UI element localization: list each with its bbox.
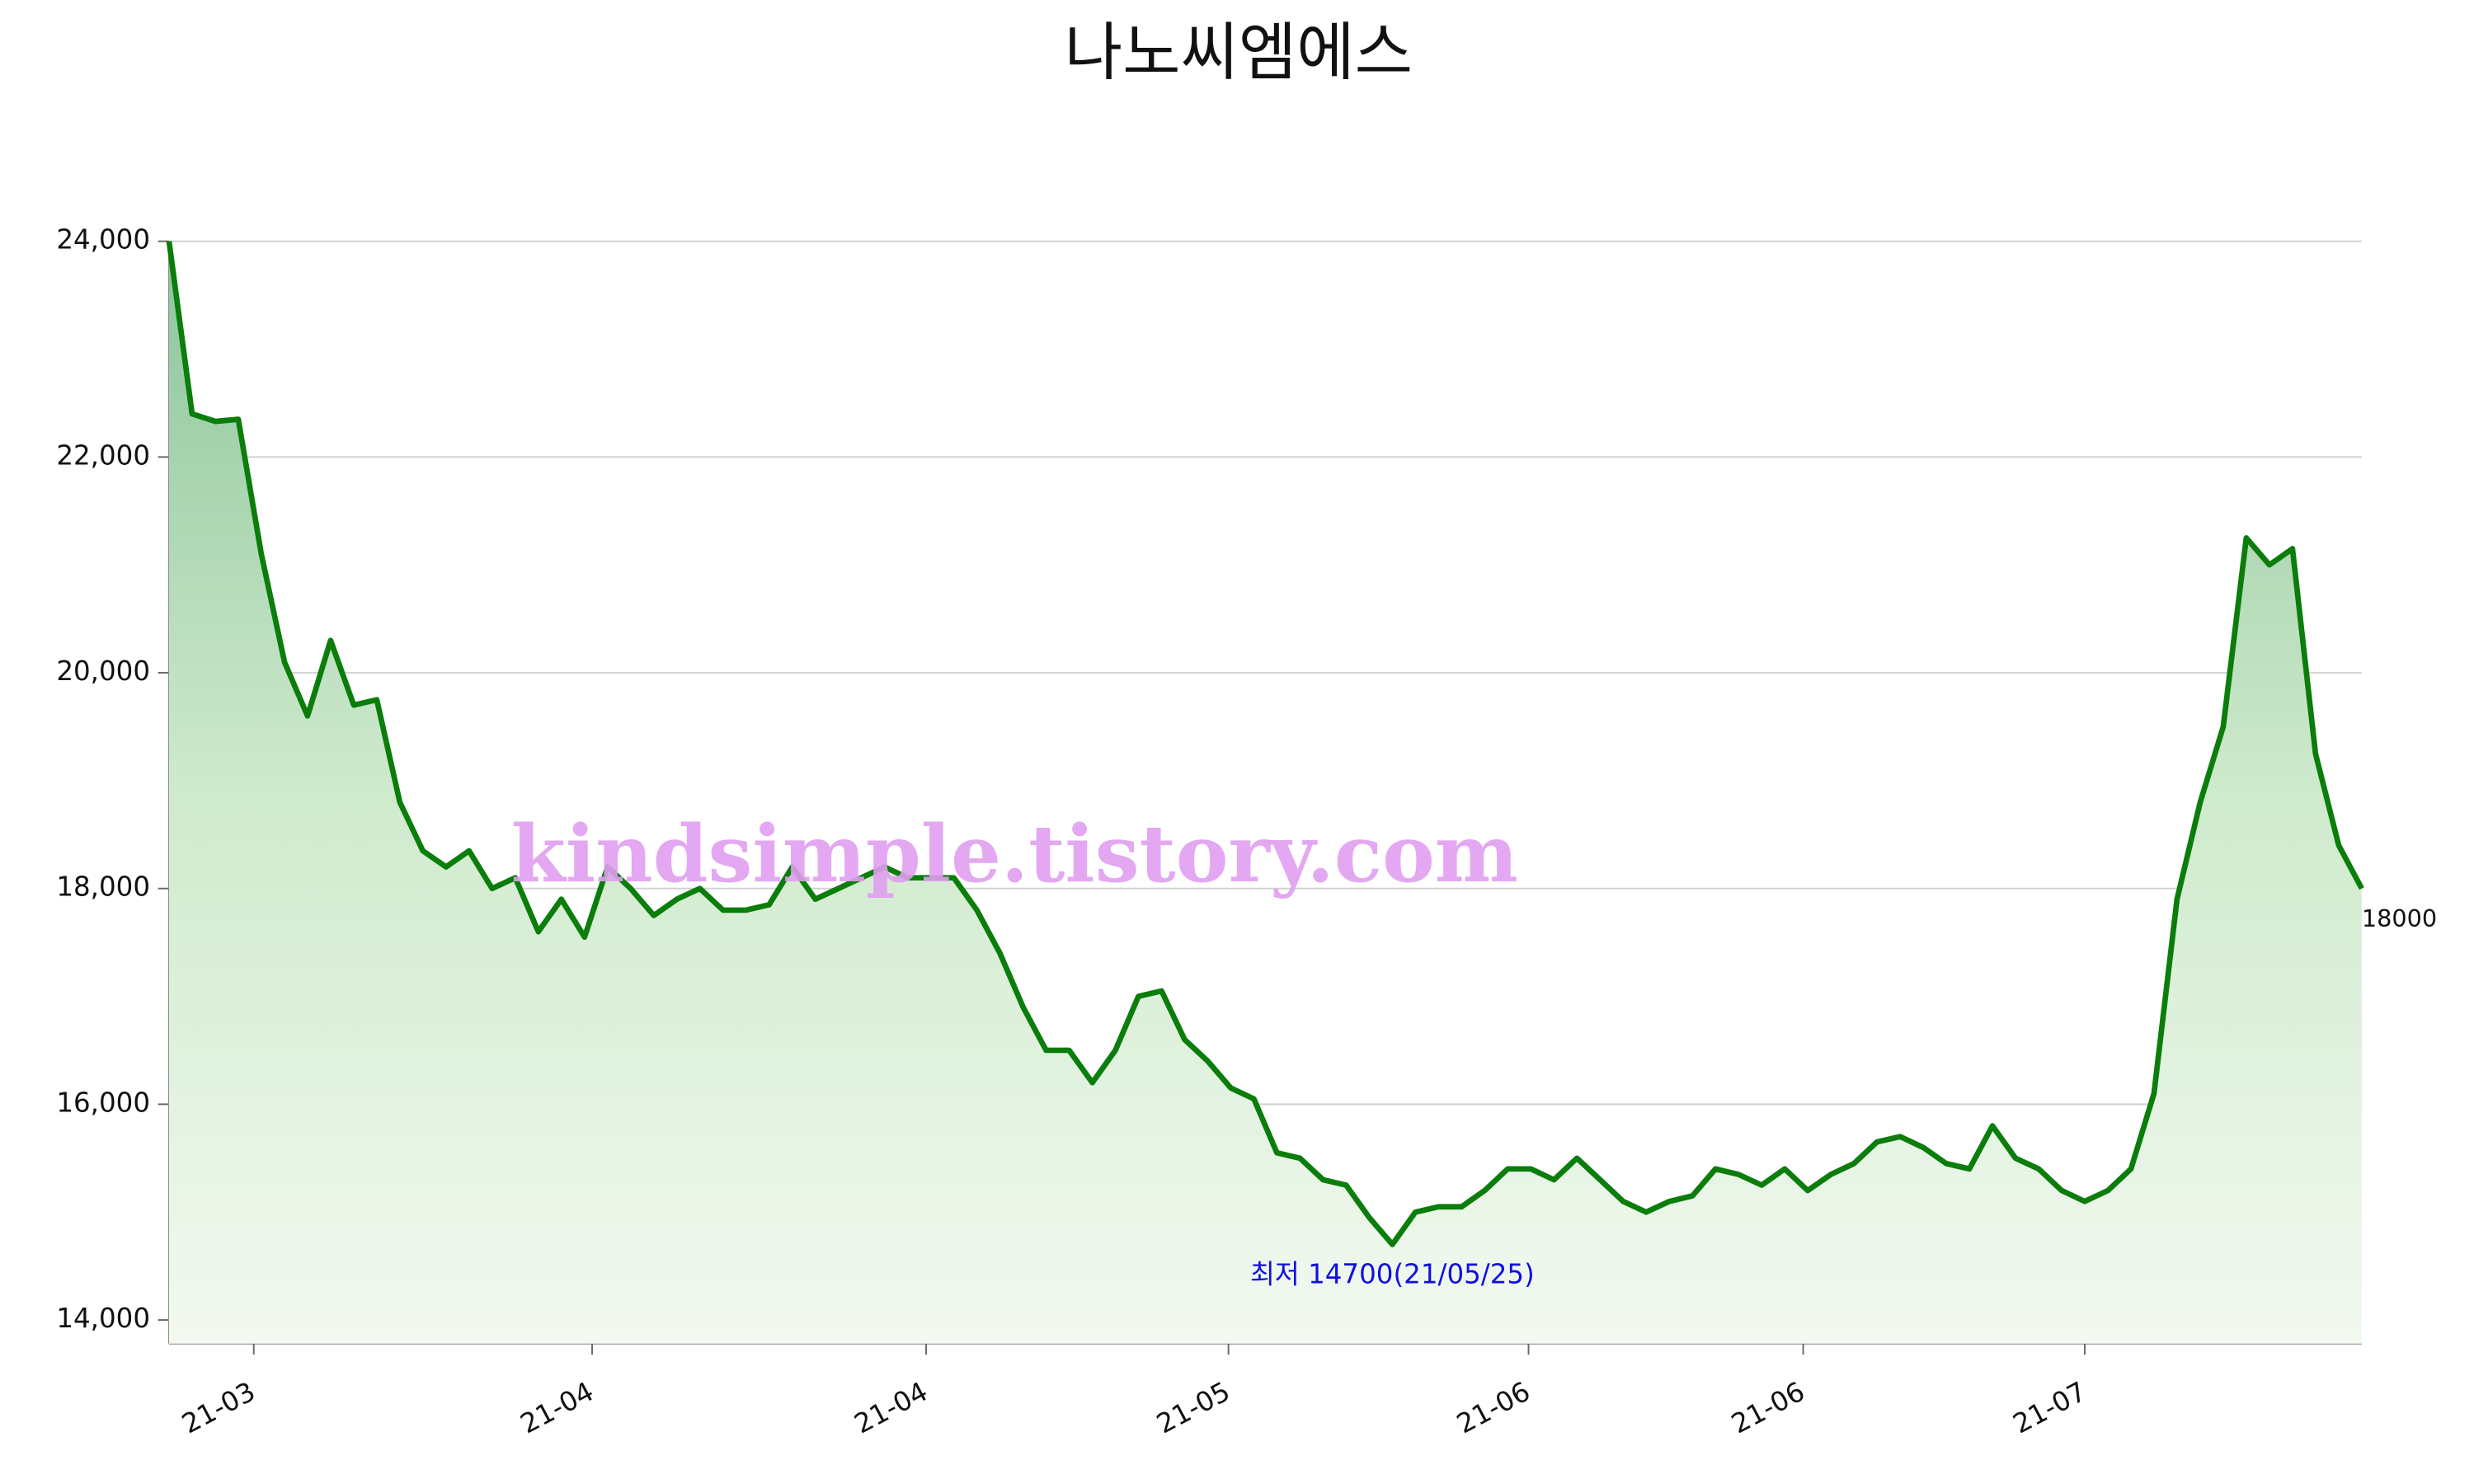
- line: [166, 241, 2364, 1247]
- last-value-label: 18000: [2362, 904, 2437, 932]
- x-tick-label: 21-05: [1151, 1376, 1235, 1440]
- x-tick-label: 21-03: [176, 1376, 260, 1440]
- x-tick-label: 21-06: [1451, 1376, 1535, 1440]
- y-tick-label: 16,000: [56, 1087, 150, 1118]
- x-tick-label: 21-04: [515, 1376, 599, 1440]
- y-tick-label: 20,000: [56, 655, 150, 687]
- chart-title: 나노씨엠에스: [1065, 16, 1413, 90]
- area: [168, 241, 2362, 1344]
- y-tick-label: 14,000: [56, 1303, 150, 1334]
- y-tick-label: 18,000: [56, 871, 150, 903]
- x-tick-label: 21-06: [1726, 1376, 1809, 1440]
- y-tick-label: 22,000: [56, 439, 150, 471]
- watermark: kindsimple.tistory.com: [511, 807, 1518, 900]
- x-tick-label: 21-04: [849, 1376, 933, 1440]
- x-tick-label: 21-07: [2008, 1376, 2091, 1440]
- y-tick-label: 24,000: [56, 224, 150, 256]
- min-annotation: 최저 14700(21/05/25): [1250, 1259, 1535, 1290]
